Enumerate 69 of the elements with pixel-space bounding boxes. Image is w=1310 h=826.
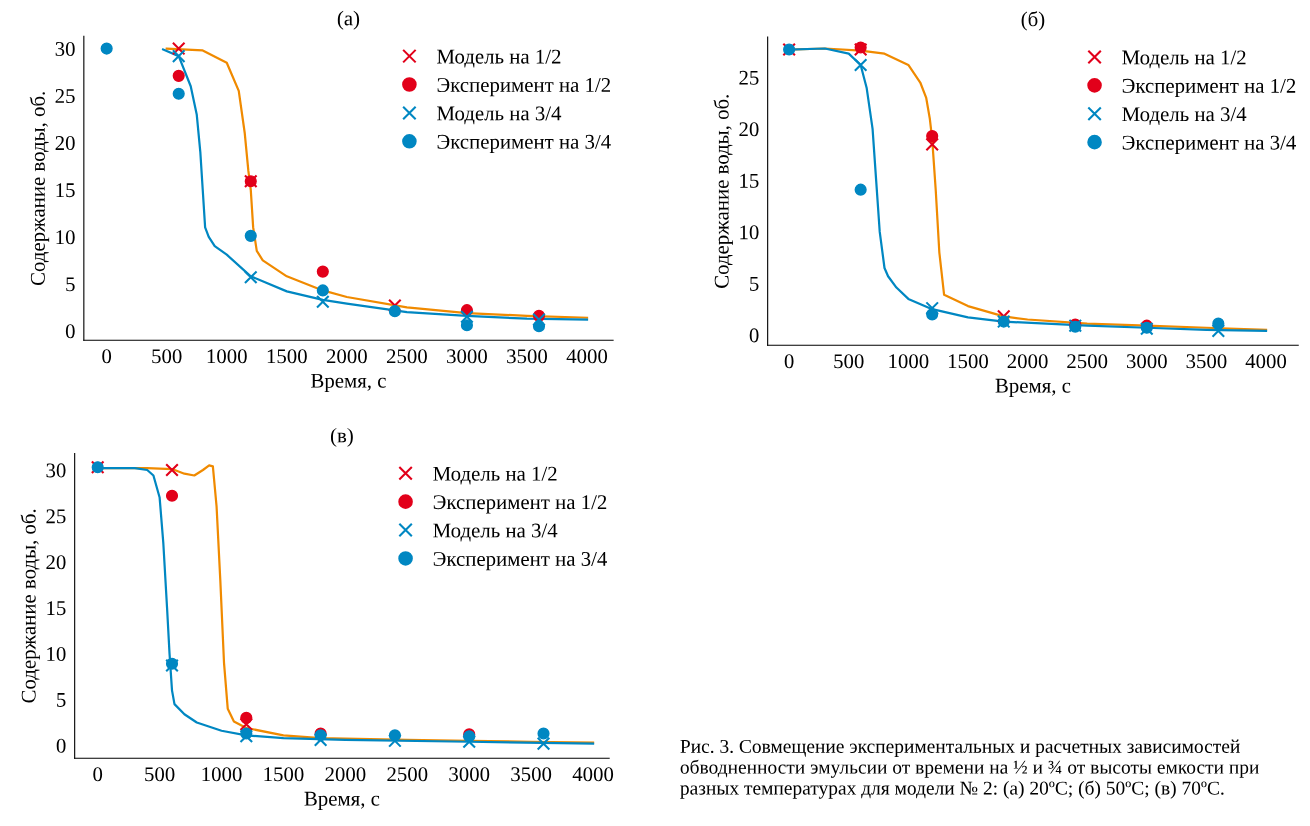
y-axis-title: Содержание воды, об.: [29, 92, 50, 286]
x-tick-label: 3000: [1126, 354, 1167, 369]
y-tick-label: 20: [739, 122, 759, 137]
chart-title: (б): [1021, 11, 1045, 31]
x-tick-label: 1000: [202, 767, 242, 782]
legend-label: Модель на 3/4: [437, 106, 562, 125]
y-tick-label: 20: [46, 555, 66, 570]
y-tick-label: 5: [750, 277, 759, 291]
y-tick-label: 25: [55, 89, 75, 104]
chart-title: (в): [330, 427, 353, 447]
x-axis-title: Время, с: [304, 791, 380, 810]
y-tick-label: 5: [57, 693, 66, 707]
x-tick-label: 500: [834, 354, 864, 369]
y-tick-label: 30: [46, 463, 66, 478]
x-tick-label: 0: [102, 349, 112, 364]
y-tick-label: 15: [740, 173, 759, 188]
x-tick-label: 2500: [1067, 354, 1108, 369]
y-tick-label: 5: [66, 277, 75, 292]
x-tick-label: 1500: [267, 349, 307, 364]
x-tick-label: 0: [784, 354, 794, 369]
y-tick-label: 25: [739, 70, 759, 85]
y-tick-label: 0: [56, 738, 66, 753]
y-tick-label: 15: [56, 183, 75, 198]
chart-title: (а): [337, 10, 360, 30]
y-tick-label: 15: [47, 601, 66, 616]
legend-label: Эксперимент на 1/2: [437, 78, 611, 97]
y-tick-label: 10: [740, 225, 759, 240]
x-tick-label: 3000: [447, 349, 487, 364]
x-tick-label: 4000: [1245, 354, 1287, 369]
legend-label: Эксперимент на 3/4: [433, 551, 608, 571]
legend-label: Модель на 3/4: [433, 523, 558, 542]
x-tick-label: 3500: [507, 349, 548, 364]
legend-label: Эксперимент на 1/2: [433, 495, 607, 514]
legend-label: Модель на 1/2: [437, 49, 561, 68]
y-tick-label: 10: [47, 646, 66, 662]
y-tick-label: 25: [46, 509, 66, 524]
legend-label: Эксперимент на 1/2: [1122, 78, 1296, 98]
x-tick-label: 4000: [572, 767, 614, 782]
y-tick-label: 20: [55, 136, 75, 151]
x-tick-label: 3500: [1186, 354, 1227, 369]
x-tick-label: 3500: [511, 767, 552, 782]
x-tick-label: 2000: [325, 767, 366, 782]
x-tick-label: 0: [93, 767, 103, 782]
x-tick-label: 2500: [386, 349, 427, 364]
legend-label: Эксперимент на 3/4: [1122, 135, 1296, 154]
x-tick-label: 1500: [264, 767, 304, 782]
x-tick-label: 3000: [449, 767, 490, 782]
x-tick-label: 2000: [326, 349, 367, 364]
y-axis-title: Содержание воды, об.: [713, 95, 733, 288]
y-tick-label: 30: [55, 41, 75, 57]
x-tick-label: 500: [152, 349, 182, 364]
x-tick-label: 2500: [387, 767, 428, 782]
legend-label: Модель на 1/2: [1122, 50, 1246, 69]
legend-label: Эксперимент на 3/4: [437, 134, 611, 154]
x-tick-label: 500: [145, 767, 175, 782]
x-tick-label: 1500: [948, 354, 988, 369]
x-tick-label: 1000: [207, 349, 247, 364]
y-axis-title: Содержание воды, об.: [20, 509, 40, 703]
y-tick-label: 0: [749, 328, 759, 343]
x-axis-title: Время, с: [995, 378, 1071, 397]
x-tick-label: 1000: [889, 354, 929, 369]
text: Рис. 3. Совмещение экспериментальных и расчетных зависимостей обводненности эмульсии от времени на ½ и ¾ от высоты емкости при разных температурах для модели № 2: (а) 20ºC; (б) 50ºC; (в) 70ºC.: [680, 739, 1259, 799]
x-tick-label: 4000: [566, 349, 608, 364]
y-tick-label: 0: [65, 324, 75, 339]
x-axis-title: Время, с: [311, 373, 386, 392]
legend-label: Модель на 3/4: [1122, 107, 1247, 126]
x-tick-label: 2000: [1007, 354, 1048, 369]
y-tick-label: 10: [56, 230, 75, 245]
legend-label: Модель на 1/2: [433, 466, 557, 485]
